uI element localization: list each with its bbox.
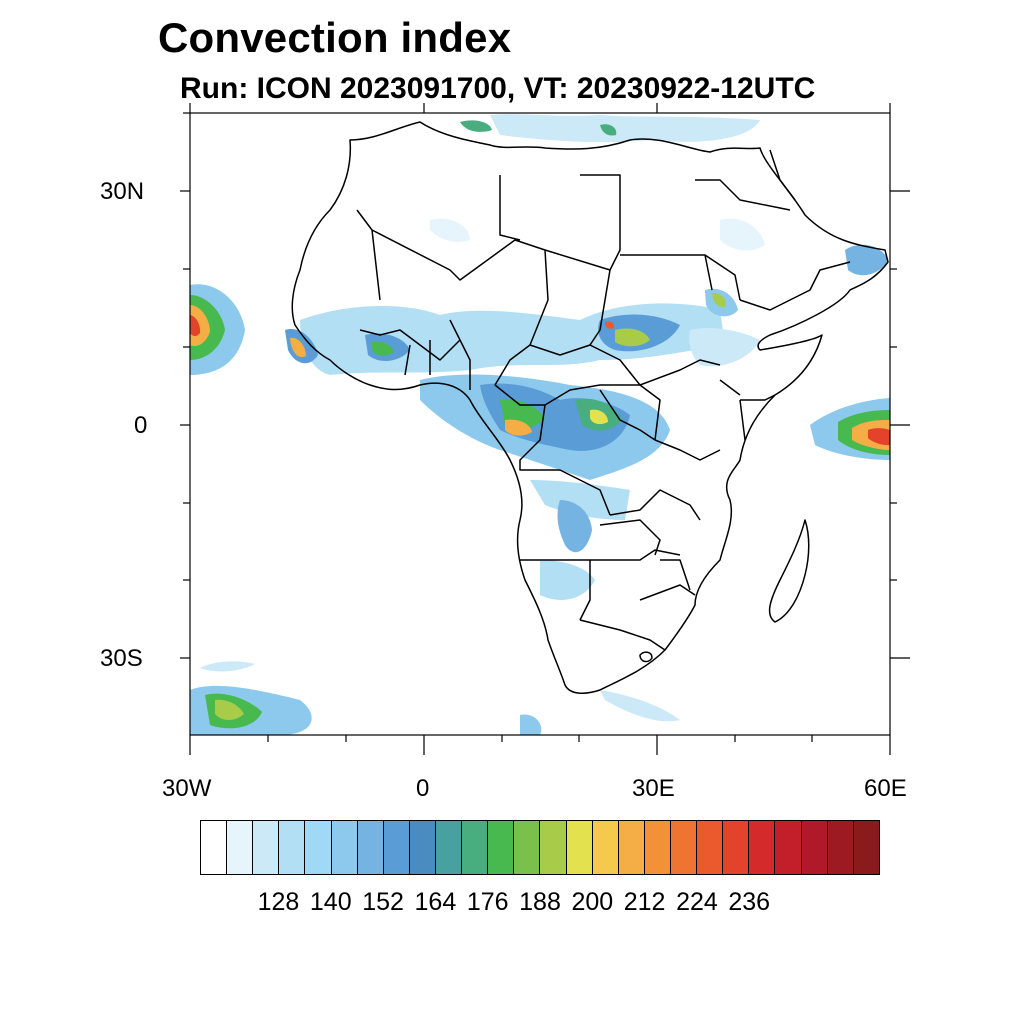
colorbar-tick-label: 200 xyxy=(571,888,614,916)
colorbar-tick-label: 176 xyxy=(466,888,509,916)
colorbar-tick-label: 152 xyxy=(362,888,404,916)
colorbar-box xyxy=(435,821,463,874)
colorbar-box xyxy=(409,821,436,874)
map-title: Convection index xyxy=(158,14,512,61)
colorbar-box xyxy=(853,821,879,874)
lat-label-30n: 30N xyxy=(100,178,145,205)
colorbar-box xyxy=(670,821,698,874)
colorbar-tick-label: 164 xyxy=(414,888,457,916)
colorbar-box xyxy=(827,821,854,874)
colorbar xyxy=(200,820,880,875)
colorbar-box xyxy=(723,821,750,874)
colorbar-box xyxy=(697,821,724,874)
convection-field xyxy=(190,114,890,735)
lon-label-30w: 30W xyxy=(162,775,212,802)
colorbar-box xyxy=(201,821,228,874)
colorbar-box xyxy=(383,821,410,874)
colorbar-box xyxy=(227,821,254,874)
coastline-borders xyxy=(291,121,889,695)
map-subtitle: Run: ICON 2023091700, VT: 20230922-12UTC xyxy=(180,72,816,105)
colorbar-box xyxy=(253,821,280,874)
colorbar-box xyxy=(279,821,306,874)
colorbar-box xyxy=(514,821,541,874)
colorbar-box xyxy=(331,821,358,874)
lon-label-60e: 60E xyxy=(864,775,907,802)
colorbar-tick-label: 236 xyxy=(728,888,771,916)
colorbar-box xyxy=(775,821,802,874)
colorbar-box xyxy=(644,821,671,874)
colorbar-tick-label: 140 xyxy=(309,888,352,916)
colorbar-box xyxy=(305,821,332,874)
lon-label-30e: 30E xyxy=(632,775,675,802)
plot-frame xyxy=(180,103,910,755)
colorbar-tick-label: 224 xyxy=(676,888,718,916)
lat-label-0: 0 xyxy=(134,412,148,439)
colorbar-box xyxy=(462,821,489,874)
colorbar-box xyxy=(618,821,645,874)
colorbar-tick-label: 128 xyxy=(257,888,300,916)
lat-label-30s: 30S xyxy=(100,645,143,672)
colorbar-box xyxy=(488,821,515,874)
colorbar-tick-label: 188 xyxy=(519,888,561,916)
lon-label-0: 0 xyxy=(416,775,430,802)
colorbar-box xyxy=(357,821,384,874)
colorbar-box xyxy=(540,821,567,874)
colorbar-tick-label: 212 xyxy=(623,888,666,916)
colorbar-box xyxy=(801,821,828,874)
colorbar-box xyxy=(592,821,619,874)
colorbar-box xyxy=(566,821,593,874)
colorbar-box xyxy=(749,821,776,874)
